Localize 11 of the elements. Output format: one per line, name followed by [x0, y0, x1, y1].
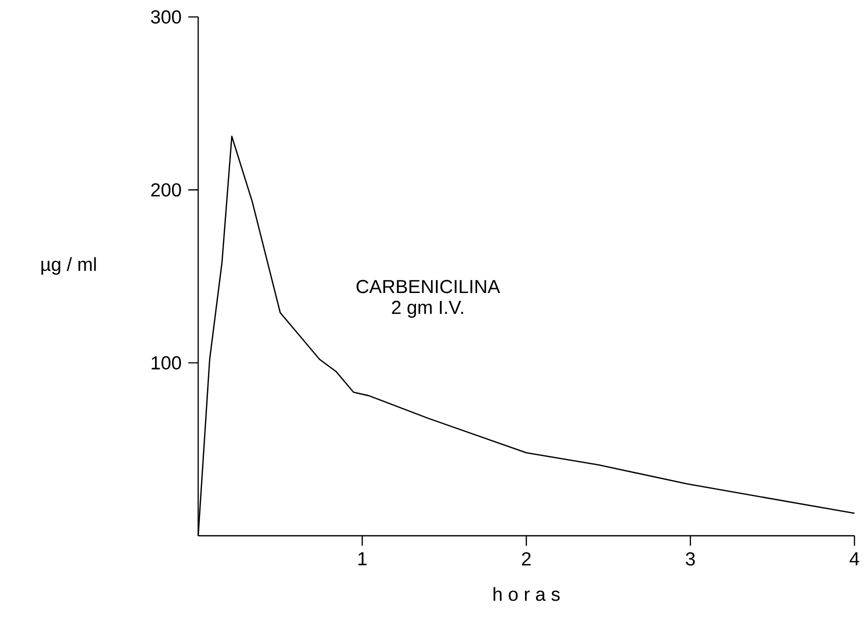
x-axis-title: h o r a s	[494, 586, 560, 601]
y-tick-label: 100	[152, 356, 181, 370]
x-tick-label: 1	[358, 552, 367, 565]
x-tick-label: 3	[686, 552, 695, 566]
annotation: CARBENICILINA	[356, 280, 500, 294]
x-tick-label: 4	[850, 552, 860, 565]
y-tick-label: 200	[151, 183, 181, 196]
annotation: 2 gm I.V.	[392, 300, 464, 318]
y-tick-label: 300	[151, 10, 181, 24]
x-tick-label: 2	[522, 552, 531, 566]
y-axis-title: µg / ml	[41, 256, 96, 275]
